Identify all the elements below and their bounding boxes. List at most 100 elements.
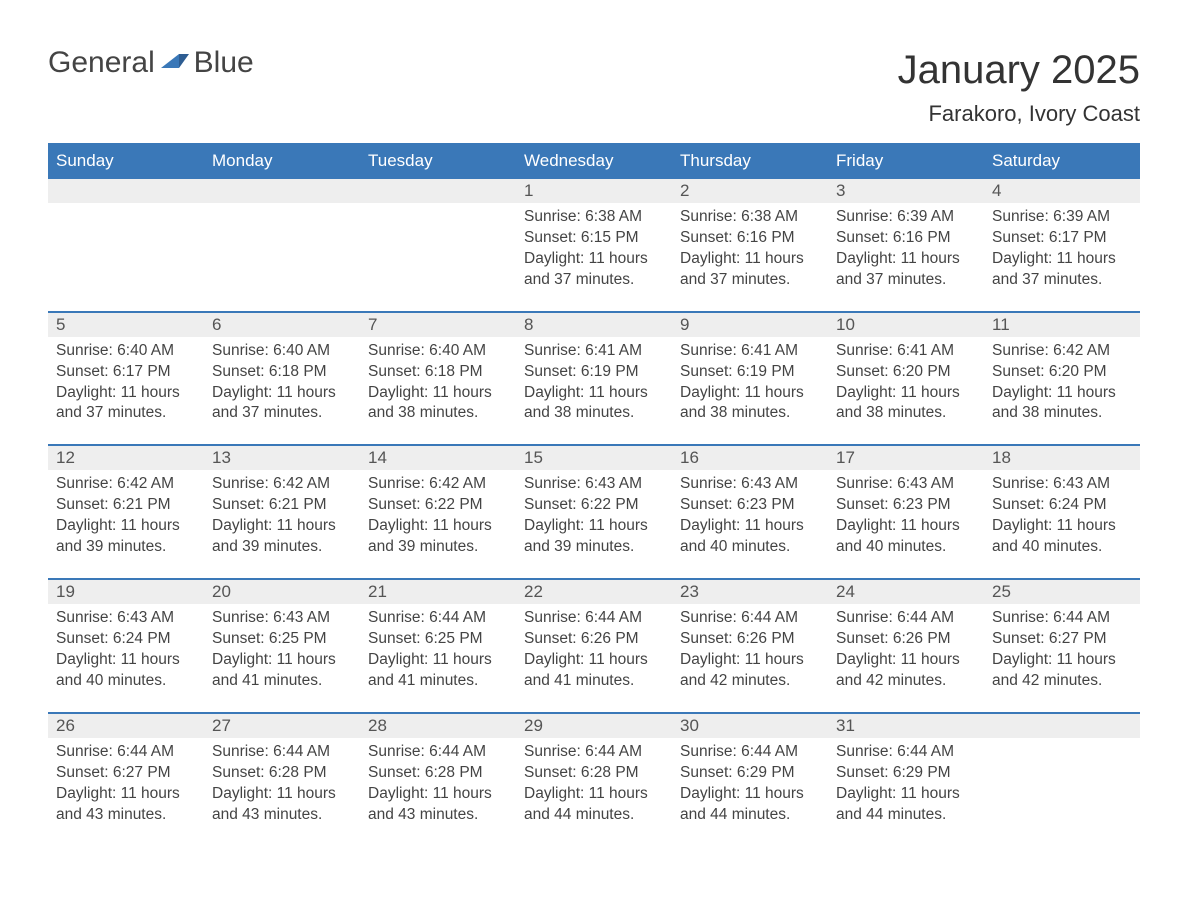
sunrise-line: Sunrise: 6:44 AM xyxy=(524,608,664,629)
sunrise-line: Sunrise: 6:43 AM xyxy=(56,608,196,629)
daylight-line: Daylight: 11 hours and 42 minutes. xyxy=(836,650,976,692)
weekday-header: Thursday xyxy=(672,144,828,178)
daylight-line: Daylight: 11 hours and 41 minutes. xyxy=(212,650,352,692)
day-content-cell: Sunrise: 6:44 AMSunset: 6:25 PMDaylight:… xyxy=(360,604,516,713)
day-number-cell: 11 xyxy=(984,312,1140,337)
day-content-cell: Sunrise: 6:38 AMSunset: 6:15 PMDaylight:… xyxy=(516,203,672,312)
daylight-line: Daylight: 11 hours and 39 minutes. xyxy=(56,516,196,558)
sunrise-line: Sunrise: 6:40 AM xyxy=(212,341,352,362)
day-number-cell: 30 xyxy=(672,713,828,738)
sunset-line: Sunset: 6:24 PM xyxy=(56,629,196,650)
daylight-line: Daylight: 11 hours and 43 minutes. xyxy=(368,784,508,826)
day-number-cell: 14 xyxy=(360,445,516,470)
sunset-line: Sunset: 6:18 PM xyxy=(212,362,352,383)
day-number-cell: 28 xyxy=(360,713,516,738)
day-content-cell: Sunrise: 6:43 AMSunset: 6:24 PMDaylight:… xyxy=(984,470,1140,579)
daylight-line: Daylight: 11 hours and 37 minutes. xyxy=(56,383,196,425)
sunset-line: Sunset: 6:21 PM xyxy=(212,495,352,516)
day-content-cell xyxy=(204,203,360,312)
sunrise-line: Sunrise: 6:43 AM xyxy=(212,608,352,629)
day-content-row: Sunrise: 6:42 AMSunset: 6:21 PMDaylight:… xyxy=(48,470,1140,579)
logo-text-general: General xyxy=(48,46,155,79)
day-content-cell xyxy=(360,203,516,312)
sunset-line: Sunset: 6:16 PM xyxy=(680,228,820,249)
sunset-line: Sunset: 6:28 PM xyxy=(368,763,508,784)
sunrise-line: Sunrise: 6:41 AM xyxy=(524,341,664,362)
sunrise-line: Sunrise: 6:43 AM xyxy=(992,474,1132,495)
day-number-cell: 29 xyxy=(516,713,672,738)
sunset-line: Sunset: 6:23 PM xyxy=(680,495,820,516)
sunset-line: Sunset: 6:26 PM xyxy=(524,629,664,650)
day-number-cell xyxy=(360,178,516,203)
daylight-line: Daylight: 11 hours and 37 minutes. xyxy=(836,249,976,291)
day-content-cell: Sunrise: 6:40 AMSunset: 6:17 PMDaylight:… xyxy=(48,337,204,446)
sunrise-line: Sunrise: 6:44 AM xyxy=(680,742,820,763)
daylight-line: Daylight: 11 hours and 39 minutes. xyxy=(212,516,352,558)
daylight-line: Daylight: 11 hours and 38 minutes. xyxy=(368,383,508,425)
daylight-line: Daylight: 11 hours and 38 minutes. xyxy=(680,383,820,425)
weekday-header-row: SundayMondayTuesdayWednesdayThursdayFrid… xyxy=(48,144,1140,178)
day-number-cell: 24 xyxy=(828,579,984,604)
calendar-table: SundayMondayTuesdayWednesdayThursdayFrid… xyxy=(48,143,1140,846)
sunrise-line: Sunrise: 6:42 AM xyxy=(992,341,1132,362)
sunset-line: Sunset: 6:16 PM xyxy=(836,228,976,249)
day-content-cell: Sunrise: 6:43 AMSunset: 6:25 PMDaylight:… xyxy=(204,604,360,713)
day-number-cell: 23 xyxy=(672,579,828,604)
sunrise-line: Sunrise: 6:39 AM xyxy=(992,207,1132,228)
daylight-line: Daylight: 11 hours and 37 minutes. xyxy=(212,383,352,425)
day-number-cell: 10 xyxy=(828,312,984,337)
sunset-line: Sunset: 6:23 PM xyxy=(836,495,976,516)
day-content-cell: Sunrise: 6:41 AMSunset: 6:19 PMDaylight:… xyxy=(672,337,828,446)
sunrise-line: Sunrise: 6:42 AM xyxy=(368,474,508,495)
day-number-cell: 12 xyxy=(48,445,204,470)
sunrise-line: Sunrise: 6:39 AM xyxy=(836,207,976,228)
day-number-cell: 18 xyxy=(984,445,1140,470)
day-content-cell: Sunrise: 6:42 AMSunset: 6:21 PMDaylight:… xyxy=(204,470,360,579)
daylight-line: Daylight: 11 hours and 42 minutes. xyxy=(992,650,1132,692)
sunrise-line: Sunrise: 6:44 AM xyxy=(368,608,508,629)
sunset-line: Sunset: 6:17 PM xyxy=(992,228,1132,249)
sunrise-line: Sunrise: 6:40 AM xyxy=(56,341,196,362)
daylight-line: Daylight: 11 hours and 37 minutes. xyxy=(680,249,820,291)
day-content-cell xyxy=(984,738,1140,846)
sunset-line: Sunset: 6:19 PM xyxy=(680,362,820,383)
day-content-row: Sunrise: 6:40 AMSunset: 6:17 PMDaylight:… xyxy=(48,337,1140,446)
day-content-cell: Sunrise: 6:44 AMSunset: 6:26 PMDaylight:… xyxy=(828,604,984,713)
sunset-line: Sunset: 6:22 PM xyxy=(524,495,664,516)
sunrise-line: Sunrise: 6:41 AM xyxy=(836,341,976,362)
sunset-line: Sunset: 6:25 PM xyxy=(212,629,352,650)
sunset-line: Sunset: 6:22 PM xyxy=(368,495,508,516)
daylight-line: Daylight: 11 hours and 40 minutes. xyxy=(680,516,820,558)
day-number-row: 12131415161718 xyxy=(48,445,1140,470)
day-content-cell: Sunrise: 6:43 AMSunset: 6:24 PMDaylight:… xyxy=(48,604,204,713)
day-number-cell: 21 xyxy=(360,579,516,604)
daylight-line: Daylight: 11 hours and 41 minutes. xyxy=(524,650,664,692)
sunset-line: Sunset: 6:19 PM xyxy=(524,362,664,383)
sunrise-line: Sunrise: 6:43 AM xyxy=(680,474,820,495)
day-content-cell: Sunrise: 6:40 AMSunset: 6:18 PMDaylight:… xyxy=(204,337,360,446)
day-number-row: 1234 xyxy=(48,178,1140,203)
location: Farakoro, Ivory Coast xyxy=(898,101,1140,127)
weekday-header: Monday xyxy=(204,144,360,178)
sunset-line: Sunset: 6:15 PM xyxy=(524,228,664,249)
day-content-row: Sunrise: 6:38 AMSunset: 6:15 PMDaylight:… xyxy=(48,203,1140,312)
sunset-line: Sunset: 6:26 PM xyxy=(680,629,820,650)
daylight-line: Daylight: 11 hours and 38 minutes. xyxy=(836,383,976,425)
sunrise-line: Sunrise: 6:42 AM xyxy=(56,474,196,495)
sunrise-line: Sunrise: 6:40 AM xyxy=(368,341,508,362)
day-number-cell: 25 xyxy=(984,579,1140,604)
sunset-line: Sunset: 6:28 PM xyxy=(524,763,664,784)
weekday-header: Friday xyxy=(828,144,984,178)
daylight-line: Daylight: 11 hours and 40 minutes. xyxy=(836,516,976,558)
sunrise-line: Sunrise: 6:42 AM xyxy=(212,474,352,495)
day-number-cell: 17 xyxy=(828,445,984,470)
day-number-cell: 13 xyxy=(204,445,360,470)
daylight-line: Daylight: 11 hours and 43 minutes. xyxy=(56,784,196,826)
day-number-cell xyxy=(48,178,204,203)
sunrise-line: Sunrise: 6:44 AM xyxy=(212,742,352,763)
weekday-header: Sunday xyxy=(48,144,204,178)
day-number-cell xyxy=(984,713,1140,738)
daylight-line: Daylight: 11 hours and 39 minutes. xyxy=(524,516,664,558)
day-number-cell xyxy=(204,178,360,203)
sunset-line: Sunset: 6:24 PM xyxy=(992,495,1132,516)
